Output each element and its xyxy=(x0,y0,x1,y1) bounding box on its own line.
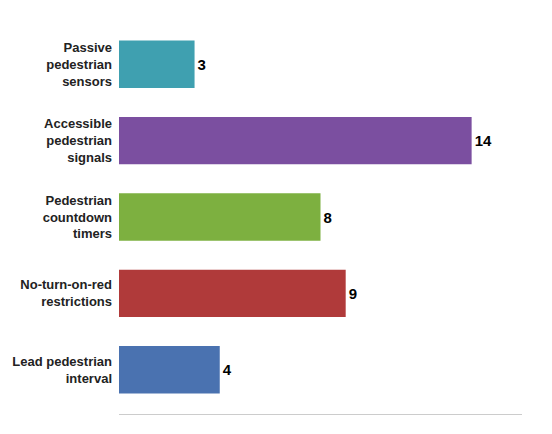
svg-text:4: 4 xyxy=(223,361,232,378)
svg-text:14: 14 xyxy=(475,132,492,149)
svg-text:Pedestriancountdowntimers: Pedestriancountdowntimers xyxy=(43,193,112,242)
svg-text:9: 9 xyxy=(349,285,357,302)
svg-text:8: 8 xyxy=(324,209,332,226)
svg-text:Lead pedestrianinterval: Lead pedestrianinterval xyxy=(12,354,112,386)
svg-text:No-turn-on-redrestrictions: No-turn-on-redrestrictions xyxy=(20,277,112,309)
svg-text:Passivepedestriansensors: Passivepedestriansensors xyxy=(46,40,112,89)
svg-text:3: 3 xyxy=(198,56,206,73)
svg-text:Accessiblepedestriansignals: Accessiblepedestriansignals xyxy=(44,116,112,165)
